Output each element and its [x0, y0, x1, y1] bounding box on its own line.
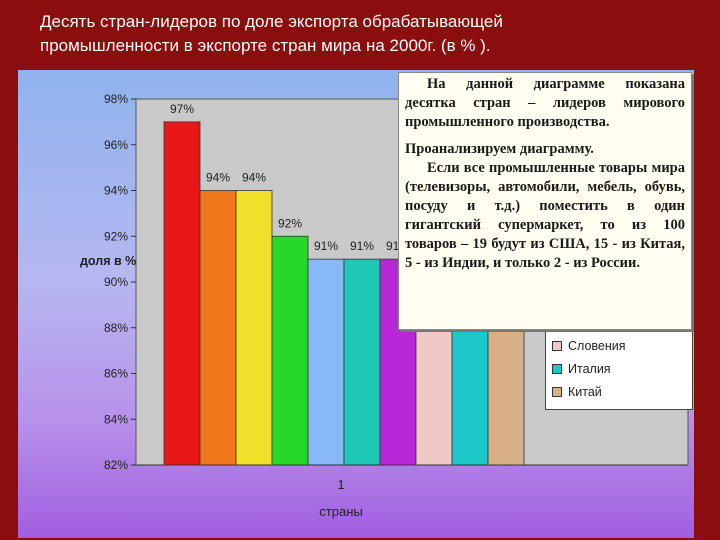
note-intro: На данной диаграмме показана десятка стр…: [405, 76, 685, 130]
slide-title-line-1: Десять стран-лидеров по доле экспорта об…: [40, 12, 503, 31]
y-tick-label: 92%: [104, 229, 128, 243]
slide-title-line-2: промышленности в экспорте стран мира на …: [40, 36, 491, 55]
y-tick-label: 94%: [104, 184, 128, 198]
bar: [235, 190, 273, 466]
y-tick-label: 84%: [104, 412, 128, 426]
bar-data-label: 94%: [242, 171, 266, 185]
y-tick-label: 96%: [104, 138, 128, 152]
legend-item-china: Китай: [552, 385, 602, 403]
y-axis-label: доля в %: [80, 254, 136, 268]
legend-item-slovenia: Словения: [552, 339, 626, 357]
y-tick-label: 82%: [104, 458, 128, 472]
bar-data-label: 94%: [206, 171, 230, 185]
y-tick-label: 98%: [104, 92, 128, 106]
legend-label: Китай: [568, 385, 602, 399]
legend-swatch-italy: [552, 363, 562, 374]
y-tick-label: 90%: [104, 275, 128, 289]
x-axis-label: страны: [319, 504, 362, 519]
bar-data-label: 91%: [314, 239, 338, 253]
note-body: Если все промышленные товары мира (телев…: [405, 160, 685, 271]
note-box: На данной диаграмме показана десятка стр…: [398, 72, 692, 330]
legend-label: Италия: [568, 362, 611, 376]
legend-swatch-slovenia: [552, 340, 562, 351]
bar-data-label: 92%: [278, 216, 302, 230]
y-tick-label: 88%: [104, 321, 128, 335]
chart-legend: Словения Италия Китай: [545, 328, 693, 410]
bar-data-label: 91%: [350, 239, 374, 253]
y-tick-label: 86%: [104, 367, 128, 381]
bar: [199, 190, 237, 466]
legend-swatch-china: [552, 386, 562, 397]
x-tick-label: 1: [337, 477, 344, 492]
legend-item-italy: Италия: [552, 362, 611, 380]
bar: [307, 258, 345, 466]
slide-title: Десять стран-лидеров по доле экспорта об…: [40, 10, 640, 58]
bar: [343, 258, 381, 466]
bar: [271, 235, 309, 466]
legend-label: Словения: [568, 339, 626, 353]
note-lead: Проанализируем диаграмму.: [405, 141, 594, 157]
bar-data-label: 97%: [170, 102, 194, 116]
bar: [163, 121, 201, 466]
